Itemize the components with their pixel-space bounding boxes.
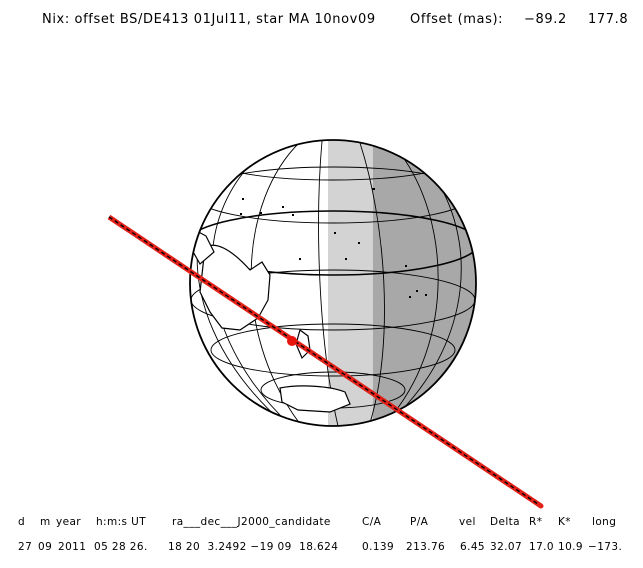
night-zone [373, 140, 476, 426]
track-end-marker [538, 503, 544, 509]
table-value-radec: 18 20 3.2492 −19 09 18.624 [168, 541, 339, 553]
table-value-m: 09 [38, 541, 53, 553]
table-value-d: 27 [18, 541, 33, 553]
table-value-kstar: 10.9 [558, 541, 583, 553]
offset-label: Offset (mas): [410, 12, 504, 27]
table-header-pa: P/A [410, 516, 429, 528]
globe-outline [189, 139, 477, 427]
table-header-time: h:m:s UT [96, 516, 147, 528]
table-value-rstar: 17.0 [529, 541, 554, 553]
header: Nix: offset BS/DE413 01Jul11, star MA 10… [0, 12, 643, 32]
offset-x: −89.2 [524, 12, 567, 27]
table-value-pa: 213.76 [406, 541, 446, 553]
offset-y: 177.8 [588, 12, 629, 27]
table-header-kstar: K* [558, 516, 571, 528]
table-header-delta: Delta [490, 516, 521, 528]
table-header-d: d [18, 516, 26, 528]
table-value-delta: 32.07 [490, 541, 523, 553]
islands [240, 188, 427, 298]
event-table: d m year h:m:s UT ra___dec___J2000_candi… [0, 516, 643, 560]
table-value-long: −173. [588, 541, 623, 553]
occultation-track-center [108, 216, 542, 507]
table-header-m: m [40, 516, 51, 528]
table-header-rstar: R* [529, 516, 543, 528]
table-value-year: 2011 [58, 541, 87, 553]
table-value-vel: 6.45 [460, 541, 485, 553]
table-header-ca: C/A [362, 516, 382, 528]
table-header-vel: vel [459, 516, 476, 528]
observer-dot [287, 336, 297, 346]
title: Nix: offset BS/DE413 01Jul11, star MA 10… [42, 12, 376, 27]
table-header-long: long [592, 516, 617, 528]
table-value-time: 05 28 26. [94, 541, 148, 553]
table-header-radec: ra___dec___J2000_candidate [172, 516, 331, 528]
continents [191, 229, 351, 413]
table-value-ca: 0.139 [362, 541, 395, 553]
table-header-year: year [56, 516, 82, 528]
